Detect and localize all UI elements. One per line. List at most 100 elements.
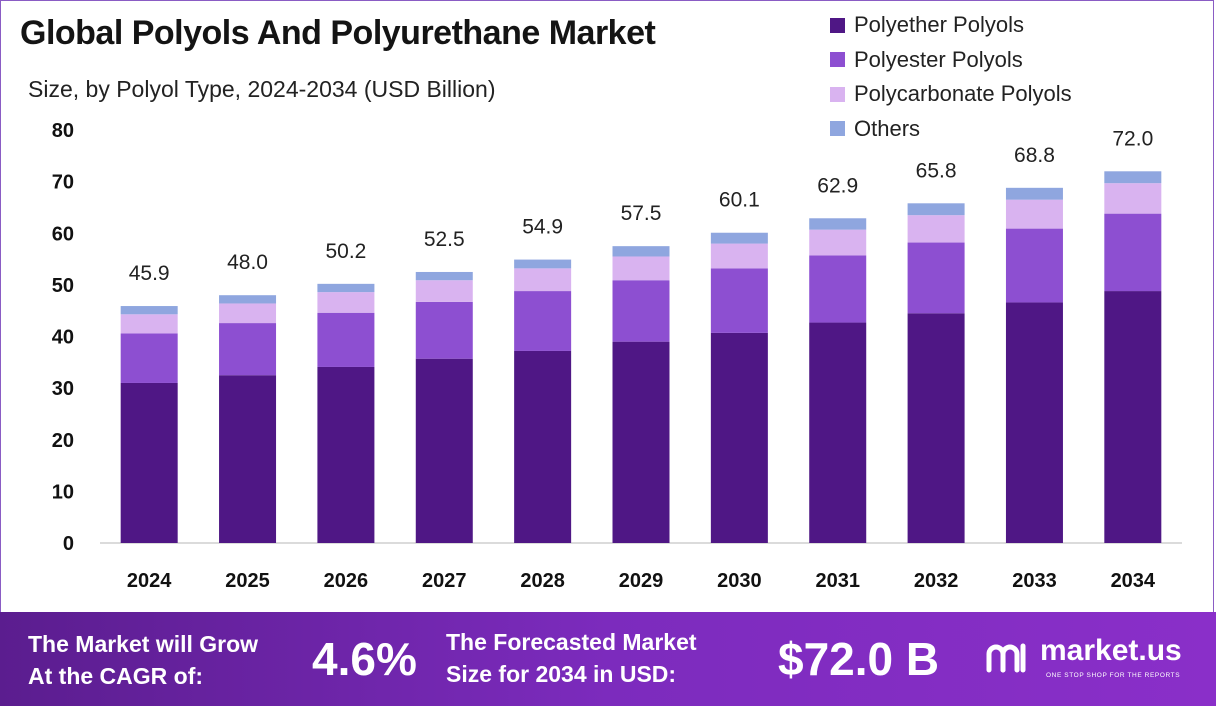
- legend-item-polycarbonate: Polycarbonate Polyols: [830, 77, 1072, 112]
- legend-label: Others: [854, 115, 921, 141]
- bar-segment-polyester-polyols: [612, 280, 670, 342]
- cagr-label-line2: At the CAGR of:: [28, 663, 204, 689]
- bar-segment-polyester-polyols: [120, 333, 178, 383]
- x-tick-label: 2025: [225, 570, 270, 592]
- data-label-total: 62.9: [817, 174, 858, 197]
- x-tick-label: 2031: [815, 570, 860, 592]
- x-tick-label: 2034: [1111, 570, 1156, 592]
- bar-segment-polycarbonate-polyols: [612, 256, 670, 281]
- data-label-total: 48.0: [227, 251, 268, 274]
- bar-segment-polycarbonate-polyols: [1005, 199, 1063, 229]
- footer-banner: The Market will Grow At the CAGR of: 4.6…: [0, 612, 1216, 706]
- y-tick-label: 30: [52, 378, 74, 400]
- data-label-total: 52.5: [424, 228, 465, 251]
- data-label-total: 54.9: [522, 216, 563, 239]
- stacked-bar-chart: 0102030405060708045.9202448.0202550.2202…: [52, 120, 1182, 592]
- y-tick-label: 80: [52, 120, 74, 142]
- legend-item-others: Others: [830, 112, 1072, 147]
- bar-segment-polycarbonate-polyols: [219, 303, 277, 324]
- cagr-label-line1: The Market will Grow: [28, 631, 259, 657]
- y-tick-label: 20: [52, 430, 74, 452]
- y-tick-label: 70: [52, 172, 74, 194]
- chart-title: Global Polyols And Polyurethane Market: [20, 14, 656, 52]
- bar-segment-polyester-polyols: [907, 242, 965, 314]
- x-tick-label: 2024: [127, 570, 172, 592]
- bar-segment-others: [710, 232, 768, 244]
- bar-segment-polyester-polyols: [219, 323, 277, 376]
- x-tick-label: 2033: [1012, 570, 1057, 592]
- bar-segment-polyether-polyols: [415, 358, 473, 543]
- bar-segment-polycarbonate-polyols: [907, 215, 965, 243]
- bar-segment-polyester-polyols: [710, 268, 768, 333]
- bar-segment-polyether-polyols: [809, 322, 867, 543]
- bar-segment-polyester-polyols: [1104, 213, 1162, 292]
- x-tick-label: 2030: [717, 570, 762, 592]
- bar-segment-polyether-polyols: [907, 313, 965, 543]
- bar-segment-others: [809, 218, 867, 230]
- bar-segment-polyether-polyols: [710, 332, 768, 543]
- legend-label: Polycarbonate Polyols: [854, 81, 1072, 107]
- legend-swatch: [830, 52, 845, 68]
- bar-segment-polycarbonate-polyols: [415, 280, 473, 302]
- bar-segment-others: [317, 283, 375, 293]
- bar-segment-polyester-polyols: [415, 301, 473, 359]
- bar-segment-polyester-polyols: [514, 291, 572, 351]
- data-label-total: 45.9: [129, 262, 170, 285]
- bar-segment-polyester-polyols: [317, 312, 375, 367]
- data-label-total: 57.5: [621, 202, 662, 225]
- bar-segment-polyether-polyols: [1005, 302, 1063, 543]
- bar-segment-others: [907, 203, 965, 216]
- bar-segment-others: [1104, 171, 1162, 184]
- y-tick-label: 60: [52, 223, 74, 245]
- x-tick-label: 2027: [422, 570, 467, 592]
- bar-segment-others: [120, 306, 178, 315]
- bar-segment-others: [612, 246, 670, 257]
- data-label-total: 60.1: [719, 189, 760, 212]
- data-label-total: 72.0: [1112, 127, 1153, 150]
- market-us-logo-icon: [986, 643, 1026, 673]
- bar-segment-polyether-polyols: [219, 375, 277, 543]
- forecast-value: $72.0 B: [778, 633, 940, 685]
- logo-text: market.us: [1040, 634, 1182, 667]
- legend-item-polyether: Polyether Polyols: [830, 8, 1072, 43]
- x-tick-label: 2028: [520, 570, 565, 592]
- legend-swatch: [830, 86, 845, 102]
- data-label-total: 65.8: [916, 159, 957, 182]
- x-tick-label: 2032: [914, 570, 959, 592]
- data-label-total: 68.8: [1014, 144, 1055, 167]
- bar-segment-others: [415, 271, 473, 281]
- legend-label: Polyether Polyols: [854, 12, 1024, 38]
- bar-segment-polyether-polyols: [120, 382, 178, 543]
- cagr-value: 4.6%: [312, 633, 417, 685]
- legend-swatch: [830, 17, 845, 33]
- bar-segment-polycarbonate-polyols: [514, 268, 572, 292]
- bar-segment-polyether-polyols: [317, 366, 375, 543]
- legend-swatch: [830, 121, 845, 137]
- legend: Polyether Polyols Polyester Polyols Poly…: [830, 8, 1072, 146]
- bar-segment-polycarbonate-polyols: [317, 292, 375, 313]
- x-tick-label: 2029: [619, 570, 664, 592]
- y-tick-label: 10: [52, 481, 74, 503]
- bar-segment-polyester-polyols: [1005, 228, 1063, 303]
- bar-segment-others: [514, 259, 572, 269]
- bar-segment-others: [219, 295, 277, 304]
- bar-segment-polyether-polyols: [1104, 291, 1162, 543]
- bar-segment-polycarbonate-polyols: [809, 229, 867, 256]
- legend-item-polyester: Polyester Polyols: [830, 43, 1072, 78]
- x-tick-label: 2026: [324, 570, 369, 592]
- y-tick-label: 0: [63, 533, 74, 555]
- y-tick-label: 50: [52, 275, 74, 297]
- bar-segment-polycarbonate-polyols: [1104, 183, 1162, 214]
- chart-subtitle: Size, by Polyol Type, 2024-2034 (USD Bil…: [28, 76, 496, 102]
- bar-segment-polyether-polyols: [612, 341, 670, 543]
- logo-tagline: ONE STOP SHOP FOR THE REPORTS: [1046, 672, 1181, 679]
- bar-segment-polyether-polyols: [514, 350, 572, 543]
- bar-segment-polycarbonate-polyols: [120, 314, 178, 334]
- legend-label: Polyester Polyols: [854, 46, 1023, 72]
- forecast-label-line2: Size for 2034 in USD:: [446, 661, 677, 687]
- y-tick-label: 40: [52, 327, 74, 349]
- bar-segment-polycarbonate-polyols: [710, 243, 768, 269]
- bar-segment-others: [1005, 187, 1063, 200]
- forecast-label-line1: The Forecasted Market: [446, 629, 697, 655]
- data-label-total: 50.2: [325, 240, 366, 263]
